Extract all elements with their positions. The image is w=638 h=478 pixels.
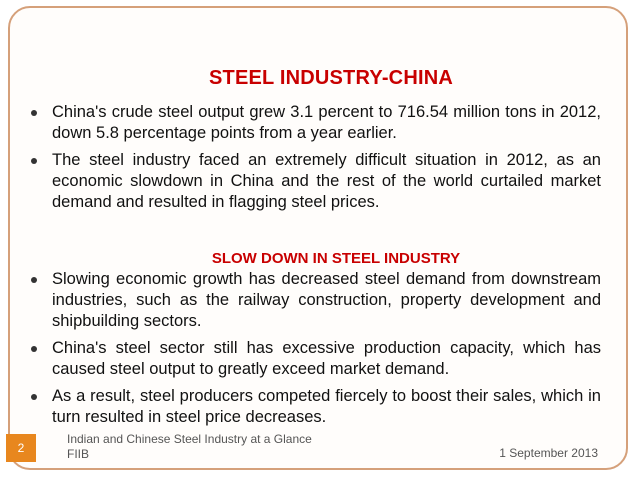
bullet-list-2: Slowing economic growth has decreased st… — [31, 269, 601, 434]
footer-presentation-title: Indian and Chinese Steel Industry at a G… — [67, 432, 312, 446]
slide-frame — [8, 6, 628, 470]
section-subtitle: SLOW DOWN IN STEEL INDUSTRY — [211, 250, 461, 267]
list-item: Slowing economic growth has decreased st… — [31, 269, 601, 332]
bullet-icon — [31, 158, 37, 164]
list-item: As a result, steel producers competed fi… — [31, 386, 601, 428]
list-item: China's crude steel output grew 3.1 perc… — [31, 102, 601, 144]
bullet-icon — [31, 277, 37, 283]
bullet-icon — [31, 110, 37, 116]
bullet-text: China's steel sector still has excessive… — [52, 339, 601, 378]
bullet-text: Slowing economic growth has decreased st… — [52, 270, 601, 330]
bullet-list-1: China's crude steel output grew 3.1 perc… — [31, 102, 601, 219]
slide-title: STEEL INDUSTRY-CHINA — [208, 67, 454, 89]
footer-date: 1 September 2013 — [499, 446, 598, 460]
footer-caption: Indian and Chinese Steel Industry at a G… — [67, 432, 312, 462]
bullet-text: The steel industry faced an extremely di… — [52, 151, 601, 211]
list-item: China's steel sector still has excessive… — [31, 338, 601, 380]
bullet-icon — [31, 394, 37, 400]
page-number-badge: 2 — [6, 434, 36, 462]
bullet-text: China's crude steel output grew 3.1 perc… — [52, 103, 601, 142]
bullet-text: As a result, steel producers competed fi… — [52, 387, 601, 426]
footer-organization: FIIB — [67, 447, 90, 461]
bullet-icon — [31, 346, 37, 352]
list-item: The steel industry faced an extremely di… — [31, 150, 601, 213]
